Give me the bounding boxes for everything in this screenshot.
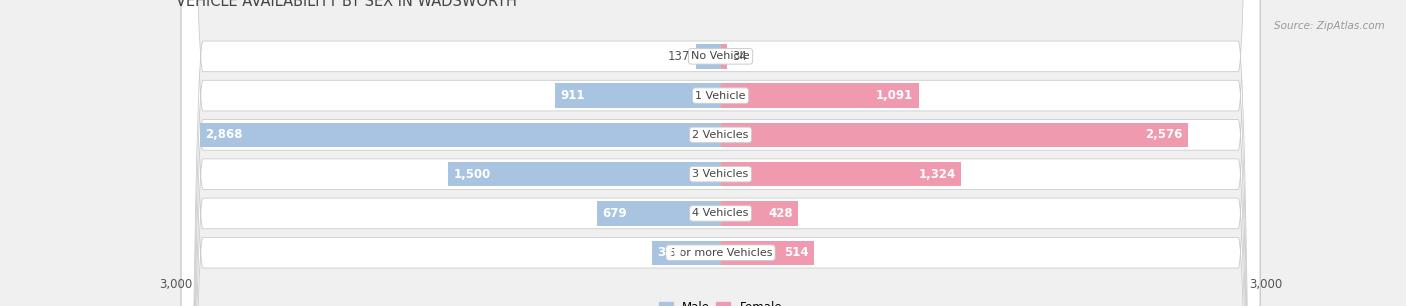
Text: 679: 679 [603,207,627,220]
FancyBboxPatch shape [181,0,1260,306]
Bar [721,201,799,226]
Bar [200,123,721,147]
Bar [651,241,721,265]
Text: 2 Vehicles: 2 Vehicles [692,130,749,140]
FancyBboxPatch shape [181,0,1260,306]
Text: Source: ZipAtlas.com: Source: ZipAtlas.com [1274,21,1385,32]
FancyBboxPatch shape [181,0,1260,306]
Bar [721,84,918,108]
Text: 380: 380 [657,246,682,259]
Bar [721,44,727,69]
Text: 2,576: 2,576 [1146,129,1182,141]
Text: VEHICLE AVAILABILITY BY SEX IN WADSWORTH: VEHICLE AVAILABILITY BY SEX IN WADSWORTH [176,0,516,9]
FancyBboxPatch shape [181,0,1260,306]
Text: 911: 911 [561,89,585,102]
Text: 1,324: 1,324 [918,168,956,181]
Text: 34: 34 [733,50,747,63]
Text: 137: 137 [668,50,690,63]
Text: 4 Vehicles: 4 Vehicles [692,208,749,218]
Bar [721,241,814,265]
FancyBboxPatch shape [181,0,1260,306]
Text: 3 Vehicles: 3 Vehicles [692,169,749,179]
FancyBboxPatch shape [181,0,1260,306]
Text: 1,500: 1,500 [454,168,491,181]
Bar [696,44,721,69]
Text: 1 Vehicle: 1 Vehicle [696,91,745,101]
Bar [449,162,721,186]
Text: 2,868: 2,868 [205,129,243,141]
Bar [598,201,721,226]
Text: 514: 514 [785,246,808,259]
Bar [555,84,721,108]
Text: 1,091: 1,091 [876,89,914,102]
Text: 5 or more Vehicles: 5 or more Vehicles [669,248,772,258]
Bar [721,123,1188,147]
Text: 428: 428 [768,207,793,220]
Legend: Male, Female: Male, Female [654,296,787,306]
Bar [721,162,962,186]
Text: No Vehicle: No Vehicle [692,51,749,62]
